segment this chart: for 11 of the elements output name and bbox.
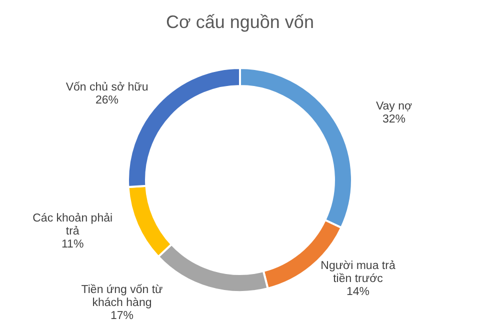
slice-label: Vay nợ <box>376 100 413 112</box>
data-label: 14% <box>346 286 370 298</box>
data-label: 11% <box>62 238 84 250</box>
chart-title: Cơ cấu nguồn vốn <box>166 12 314 32</box>
slice-label: Người mua trả tiền trước <box>320 260 396 285</box>
data-label: 32% <box>382 113 406 126</box>
slice-label: Tiền ứng vốn từ khách hàng <box>81 284 164 309</box>
data-label: 26% <box>96 94 119 107</box>
slice-label: Các khoản phải trả <box>32 212 113 238</box>
data-label: 17% <box>110 310 134 322</box>
slice-label: Vốn chủ sở hữu <box>66 82 148 94</box>
